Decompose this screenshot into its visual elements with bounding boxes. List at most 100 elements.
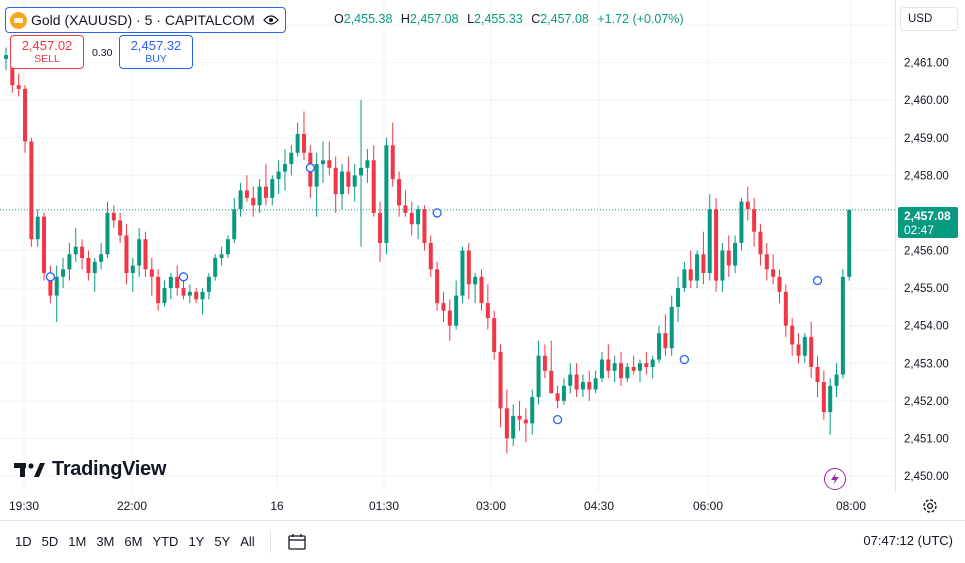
candle[interactable] xyxy=(206,273,211,300)
candle[interactable] xyxy=(574,363,579,398)
candle[interactable] xyxy=(48,265,53,304)
candle[interactable] xyxy=(733,235,738,274)
candle[interactable] xyxy=(23,85,28,153)
candle[interactable] xyxy=(16,73,21,97)
candle[interactable] xyxy=(352,164,357,202)
candle[interactable] xyxy=(35,209,40,247)
candle[interactable] xyxy=(137,227,142,277)
gear-icon[interactable] xyxy=(921,497,939,515)
candle[interactable] xyxy=(777,269,782,304)
candle[interactable] xyxy=(371,145,376,217)
candle[interactable] xyxy=(194,288,199,304)
candle[interactable] xyxy=(555,385,560,409)
candle[interactable] xyxy=(359,100,364,247)
candle[interactable] xyxy=(669,295,674,356)
candle[interactable] xyxy=(549,340,554,394)
candle[interactable] xyxy=(67,242,72,281)
candle[interactable] xyxy=(720,242,725,292)
range-1y[interactable]: 1Y xyxy=(188,534,205,549)
candle[interactable] xyxy=(73,227,78,262)
candle[interactable] xyxy=(99,242,104,270)
candle[interactable] xyxy=(80,239,85,270)
event-marker[interactable] xyxy=(679,354,690,365)
candle[interactable] xyxy=(409,201,414,236)
candle[interactable] xyxy=(232,197,237,243)
candle[interactable] xyxy=(225,235,230,259)
chart-pane[interactable]: Gold (XAUUSD) · 5 · CAPITALCOM O2,455.38… xyxy=(0,0,895,492)
candle[interactable] xyxy=(251,186,256,217)
tradingview-logo[interactable]: TradingView xyxy=(14,458,166,481)
candle[interactable] xyxy=(175,265,180,296)
candle[interactable] xyxy=(707,194,712,281)
candle[interactable] xyxy=(701,231,706,285)
lightning-icon[interactable] xyxy=(824,468,846,490)
candle[interactable] xyxy=(295,122,300,157)
candle[interactable] xyxy=(447,299,452,341)
candle[interactable] xyxy=(561,378,566,405)
candle[interactable] xyxy=(663,314,668,356)
candle[interactable] xyxy=(340,164,345,210)
candle[interactable] xyxy=(403,190,408,217)
candle[interactable] xyxy=(460,246,465,304)
candle[interactable] xyxy=(682,261,687,292)
candle[interactable] xyxy=(473,273,478,304)
candle[interactable] xyxy=(61,258,66,289)
candle[interactable] xyxy=(834,363,839,398)
range-3m[interactable]: 3M xyxy=(96,534,115,549)
candle[interactable] xyxy=(124,224,129,285)
candle[interactable] xyxy=(625,363,630,383)
candle[interactable] xyxy=(466,242,471,300)
candle[interactable] xyxy=(714,197,719,292)
candle[interactable] xyxy=(416,205,421,240)
candle[interactable] xyxy=(365,149,370,183)
candle[interactable] xyxy=(745,186,750,221)
candle[interactable] xyxy=(42,212,47,281)
candle[interactable] xyxy=(111,205,116,228)
buy-button[interactable]: 2,457.32 BUY xyxy=(119,35,193,69)
candle[interactable] xyxy=(688,250,693,289)
candle[interactable] xyxy=(530,389,535,435)
candle[interactable] xyxy=(492,310,497,360)
candle[interactable] xyxy=(840,269,845,379)
candle[interactable] xyxy=(650,355,655,379)
candle[interactable] xyxy=(238,182,243,217)
candle[interactable] xyxy=(422,205,427,251)
event-marker[interactable] xyxy=(45,272,56,282)
candle[interactable] xyxy=(606,344,611,379)
candle[interactable] xyxy=(523,408,528,443)
candle[interactable] xyxy=(301,111,306,161)
candle[interactable] xyxy=(790,318,795,356)
candle[interactable] xyxy=(752,197,757,247)
candle[interactable] xyxy=(130,258,135,292)
candle[interactable] xyxy=(821,370,826,420)
range-5y[interactable]: 5Y xyxy=(214,534,231,549)
candle[interactable] xyxy=(327,141,332,176)
candlestick-chart[interactable] xyxy=(0,0,895,492)
candle[interactable] xyxy=(802,333,807,364)
symbol-selector[interactable]: Gold (XAUUSD) · 5 · CAPITALCOM xyxy=(5,7,286,33)
candle[interactable] xyxy=(815,355,820,398)
candle[interactable] xyxy=(454,280,459,330)
candle[interactable] xyxy=(314,152,319,217)
candle[interactable] xyxy=(511,404,516,446)
candle[interactable] xyxy=(783,284,788,337)
candle[interactable] xyxy=(263,164,268,206)
candle[interactable] xyxy=(726,235,731,277)
candle[interactable] xyxy=(676,276,681,322)
candle[interactable] xyxy=(695,250,700,289)
candle[interactable] xyxy=(200,288,205,315)
candle[interactable] xyxy=(441,291,446,322)
candle[interactable] xyxy=(644,351,649,375)
range-all[interactable]: All xyxy=(240,534,255,549)
candle[interactable] xyxy=(599,351,604,383)
candle[interactable] xyxy=(568,363,573,394)
range-5d[interactable]: 5D xyxy=(41,534,59,549)
candle[interactable] xyxy=(618,351,623,386)
candle[interactable] xyxy=(162,280,167,307)
candle[interactable] xyxy=(29,137,34,247)
candle[interactable] xyxy=(378,201,383,262)
candle[interactable] xyxy=(270,175,275,206)
eye-icon[interactable] xyxy=(263,13,279,27)
candle[interactable] xyxy=(187,284,192,304)
candle[interactable] xyxy=(92,258,97,292)
